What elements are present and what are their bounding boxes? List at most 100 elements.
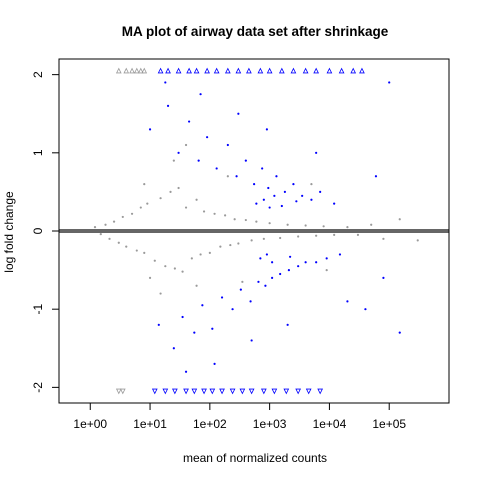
data-point-triangle bbox=[151, 388, 158, 395]
data-point-triangle bbox=[283, 388, 290, 395]
data-point bbox=[139, 206, 142, 209]
data-point bbox=[250, 339, 253, 342]
data-point bbox=[213, 362, 216, 366]
data-point bbox=[382, 237, 385, 240]
data-point-triangle bbox=[133, 67, 140, 74]
data-point bbox=[148, 128, 152, 131]
data-point bbox=[229, 243, 232, 247]
data-point bbox=[226, 143, 229, 147]
y-axis-label: log fold change bbox=[2, 191, 16, 273]
data-point-triangle bbox=[350, 67, 357, 74]
data-point-triangle bbox=[326, 67, 333, 74]
data-point bbox=[304, 224, 307, 227]
data-point-triangle bbox=[266, 67, 273, 74]
data-point-triangle bbox=[157, 67, 164, 74]
data-point bbox=[108, 237, 111, 240]
y-tick-label: -2 bbox=[31, 382, 45, 393]
data-point bbox=[279, 272, 282, 276]
data-point-triangle bbox=[115, 67, 122, 74]
data-point-triangle bbox=[317, 388, 324, 395]
y-tick-label: 2 bbox=[31, 71, 45, 78]
data-point bbox=[157, 323, 160, 326]
data-point-triangle bbox=[183, 388, 189, 395]
data-point bbox=[271, 276, 274, 280]
data-point bbox=[195, 198, 198, 201]
data-point bbox=[172, 347, 175, 350]
data-point bbox=[388, 81, 391, 84]
data-point bbox=[287, 268, 290, 272]
data-point-triangle bbox=[209, 388, 216, 395]
data-point bbox=[153, 259, 156, 262]
data-point bbox=[265, 253, 268, 256]
x-tick-label: 1e+02 bbox=[193, 417, 227, 431]
data-point bbox=[257, 280, 260, 283]
data-point bbox=[117, 241, 120, 244]
data-point-triangle bbox=[201, 388, 207, 395]
data-point bbox=[259, 257, 262, 260]
data-point-triangle bbox=[260, 388, 267, 395]
data-point bbox=[181, 315, 184, 319]
data-point bbox=[255, 202, 258, 205]
data-point bbox=[325, 257, 328, 260]
data-point bbox=[273, 194, 276, 197]
data-point bbox=[169, 190, 172, 194]
data-point-triangle bbox=[246, 67, 252, 74]
data-point bbox=[190, 257, 193, 260]
data-point bbox=[398, 331, 401, 334]
data-point bbox=[271, 261, 274, 264]
data-point bbox=[370, 223, 373, 226]
y-tick-label: 1 bbox=[31, 149, 45, 156]
data-point bbox=[172, 159, 175, 162]
data-point-triangle bbox=[257, 67, 264, 74]
data-point bbox=[382, 276, 385, 280]
data-point-triangle bbox=[235, 67, 242, 74]
data-point bbox=[195, 284, 198, 287]
data-point-triangle bbox=[271, 388, 278, 395]
data-point bbox=[239, 288, 242, 291]
data-point bbox=[295, 200, 298, 203]
data-point-triangle bbox=[129, 67, 135, 74]
data-point bbox=[297, 235, 300, 238]
data-point bbox=[315, 234, 318, 237]
data-point bbox=[219, 245, 222, 248]
data-point bbox=[121, 215, 124, 219]
data-point-triangle bbox=[115, 388, 122, 395]
data-point-triangle bbox=[191, 388, 198, 395]
data-point bbox=[319, 190, 322, 194]
data-point-triangle bbox=[359, 67, 365, 74]
data-point bbox=[356, 233, 360, 237]
data-point bbox=[104, 223, 107, 226]
data-point bbox=[226, 175, 229, 178]
data-point bbox=[325, 268, 328, 272]
data-point bbox=[262, 198, 265, 201]
data-point bbox=[374, 175, 378, 178]
data-point-triangle bbox=[165, 67, 171, 74]
data-point bbox=[188, 120, 191, 123]
data-point bbox=[125, 245, 128, 248]
data-point bbox=[112, 220, 116, 223]
data-point-triangle bbox=[186, 67, 192, 74]
data-point bbox=[398, 218, 401, 221]
data-point bbox=[99, 233, 102, 236]
data-point bbox=[143, 251, 146, 254]
data-point bbox=[255, 220, 258, 223]
data-point bbox=[166, 104, 170, 108]
data-point bbox=[130, 212, 134, 215]
data-point bbox=[184, 143, 188, 147]
data-point bbox=[315, 151, 318, 154]
data-point bbox=[346, 225, 349, 229]
data-point bbox=[261, 167, 264, 170]
data-point bbox=[93, 225, 97, 229]
data-point-triangle bbox=[175, 67, 182, 74]
data-point-triangle bbox=[248, 388, 255, 395]
data-point bbox=[184, 370, 188, 373]
data-point bbox=[250, 239, 253, 242]
data-point bbox=[268, 206, 271, 209]
data-point bbox=[279, 236, 282, 240]
data-point bbox=[177, 186, 180, 190]
data-point bbox=[283, 190, 286, 194]
y-tick-label: -1 bbox=[31, 304, 45, 315]
data-point bbox=[322, 225, 325, 228]
data-point bbox=[301, 194, 304, 197]
